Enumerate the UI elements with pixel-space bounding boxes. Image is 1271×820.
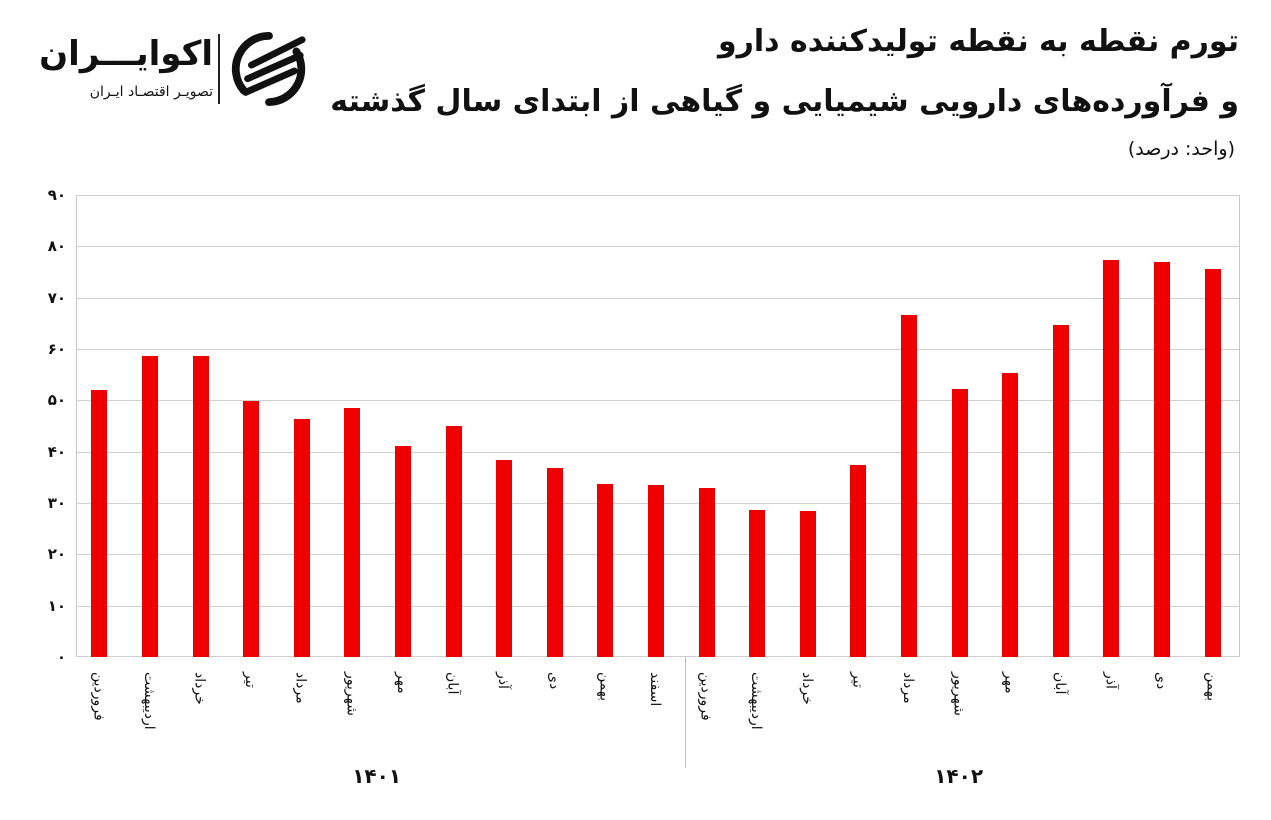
brand-logo: اکوایـــران تصویـر اقتصـاد ایـران	[39, 30, 308, 110]
bar	[1154, 262, 1171, 657]
bar	[648, 484, 664, 657]
y-tick-label: ۷۰	[47, 288, 66, 307]
x-tick-label: شهریور	[343, 672, 360, 716]
bar	[344, 407, 361, 657]
x-tick-label: مرداد	[900, 672, 917, 704]
ecoiran-logo-icon	[231, 31, 306, 107]
logo-divider	[218, 34, 220, 104]
bar	[445, 425, 462, 657]
bar	[597, 484, 614, 657]
bar	[901, 314, 918, 657]
year-label: ۱۴۰۲	[934, 764, 984, 788]
y-tick-label: ۱۰	[47, 596, 66, 615]
y-tick-label: ۳۰	[47, 494, 66, 512]
bar	[1103, 259, 1120, 657]
bar	[394, 446, 411, 657]
plot-area	[76, 195, 1240, 657]
chart-title-line1: تورم نقطه به نقطه تولیدکننده دارو	[717, 24, 1239, 59]
bar	[496, 460, 513, 657]
chart-title-line2: و فرآورده‌های دارویی شیمیایی و گیاهی از …	[330, 84, 1239, 119]
bar	[243, 401, 260, 657]
x-tick-label: فروردین	[697, 672, 714, 721]
bar	[293, 418, 310, 657]
bar	[546, 467, 563, 657]
x-tick-label: خرداد	[191, 672, 208, 705]
gridline	[77, 297, 1239, 299]
x-tick-label: آبان	[1051, 672, 1068, 695]
x-tick-label: مهر	[393, 672, 410, 694]
bar	[192, 355, 209, 657]
gridline	[77, 451, 1239, 453]
x-tick-label: اسفند	[647, 672, 663, 707]
x-tick-label: آبان	[444, 672, 461, 695]
gridline	[77, 246, 1239, 248]
bar	[91, 390, 108, 657]
x-tick-label: آذر	[1102, 672, 1119, 689]
year-label: ۱۴۰۱	[352, 764, 402, 788]
y-tick-label: ۵۰	[47, 391, 66, 410]
bar	[799, 510, 816, 657]
bar	[698, 488, 715, 657]
year-separator	[685, 657, 686, 768]
brand-name: اکوایـــران	[39, 34, 213, 74]
x-tick-label: شهریور	[950, 672, 967, 716]
chart-unit: (واحد: درصد)	[1127, 138, 1235, 160]
y-tick-label: ۴۰	[47, 442, 66, 461]
x-tick-label: اردیبهشت	[140, 672, 157, 730]
bar	[850, 464, 867, 657]
x-tick-label: مرداد	[292, 672, 309, 704]
x-tick-label: تیر	[242, 672, 259, 688]
x-tick-label: تیر	[849, 672, 866, 688]
bar	[141, 356, 158, 657]
x-tick-label: فروردین	[90, 672, 107, 721]
bar	[1002, 373, 1019, 657]
bar	[749, 510, 766, 657]
x-tick-label: آذر	[495, 672, 512, 689]
x-tick-label: دی	[1153, 672, 1170, 690]
y-tick-label: ۸۰	[47, 237, 66, 256]
x-tick-label: بهمن	[596, 672, 613, 702]
bar	[1052, 324, 1069, 657]
y-tick-label: ۲۰	[47, 545, 66, 564]
y-tick-label: ۹۰	[47, 186, 66, 204]
bar	[1204, 268, 1221, 657]
gridline	[77, 400, 1239, 402]
gridline	[77, 349, 1239, 350]
gridline	[77, 195, 1239, 196]
brand-tagline: تصویـر اقتصـاد ایـران	[89, 84, 213, 100]
x-tick-label: مهر	[1001, 672, 1018, 694]
x-tick-label: خرداد	[798, 672, 815, 705]
y-tick-label: ۶۰	[47, 340, 66, 358]
bar	[951, 388, 968, 657]
x-tick-label: دی	[545, 672, 562, 690]
x-tick-label: اردیبهشت	[748, 672, 765, 730]
x-tick-label: بهمن	[1203, 672, 1220, 702]
y-tick-label: ۰	[56, 648, 66, 666]
